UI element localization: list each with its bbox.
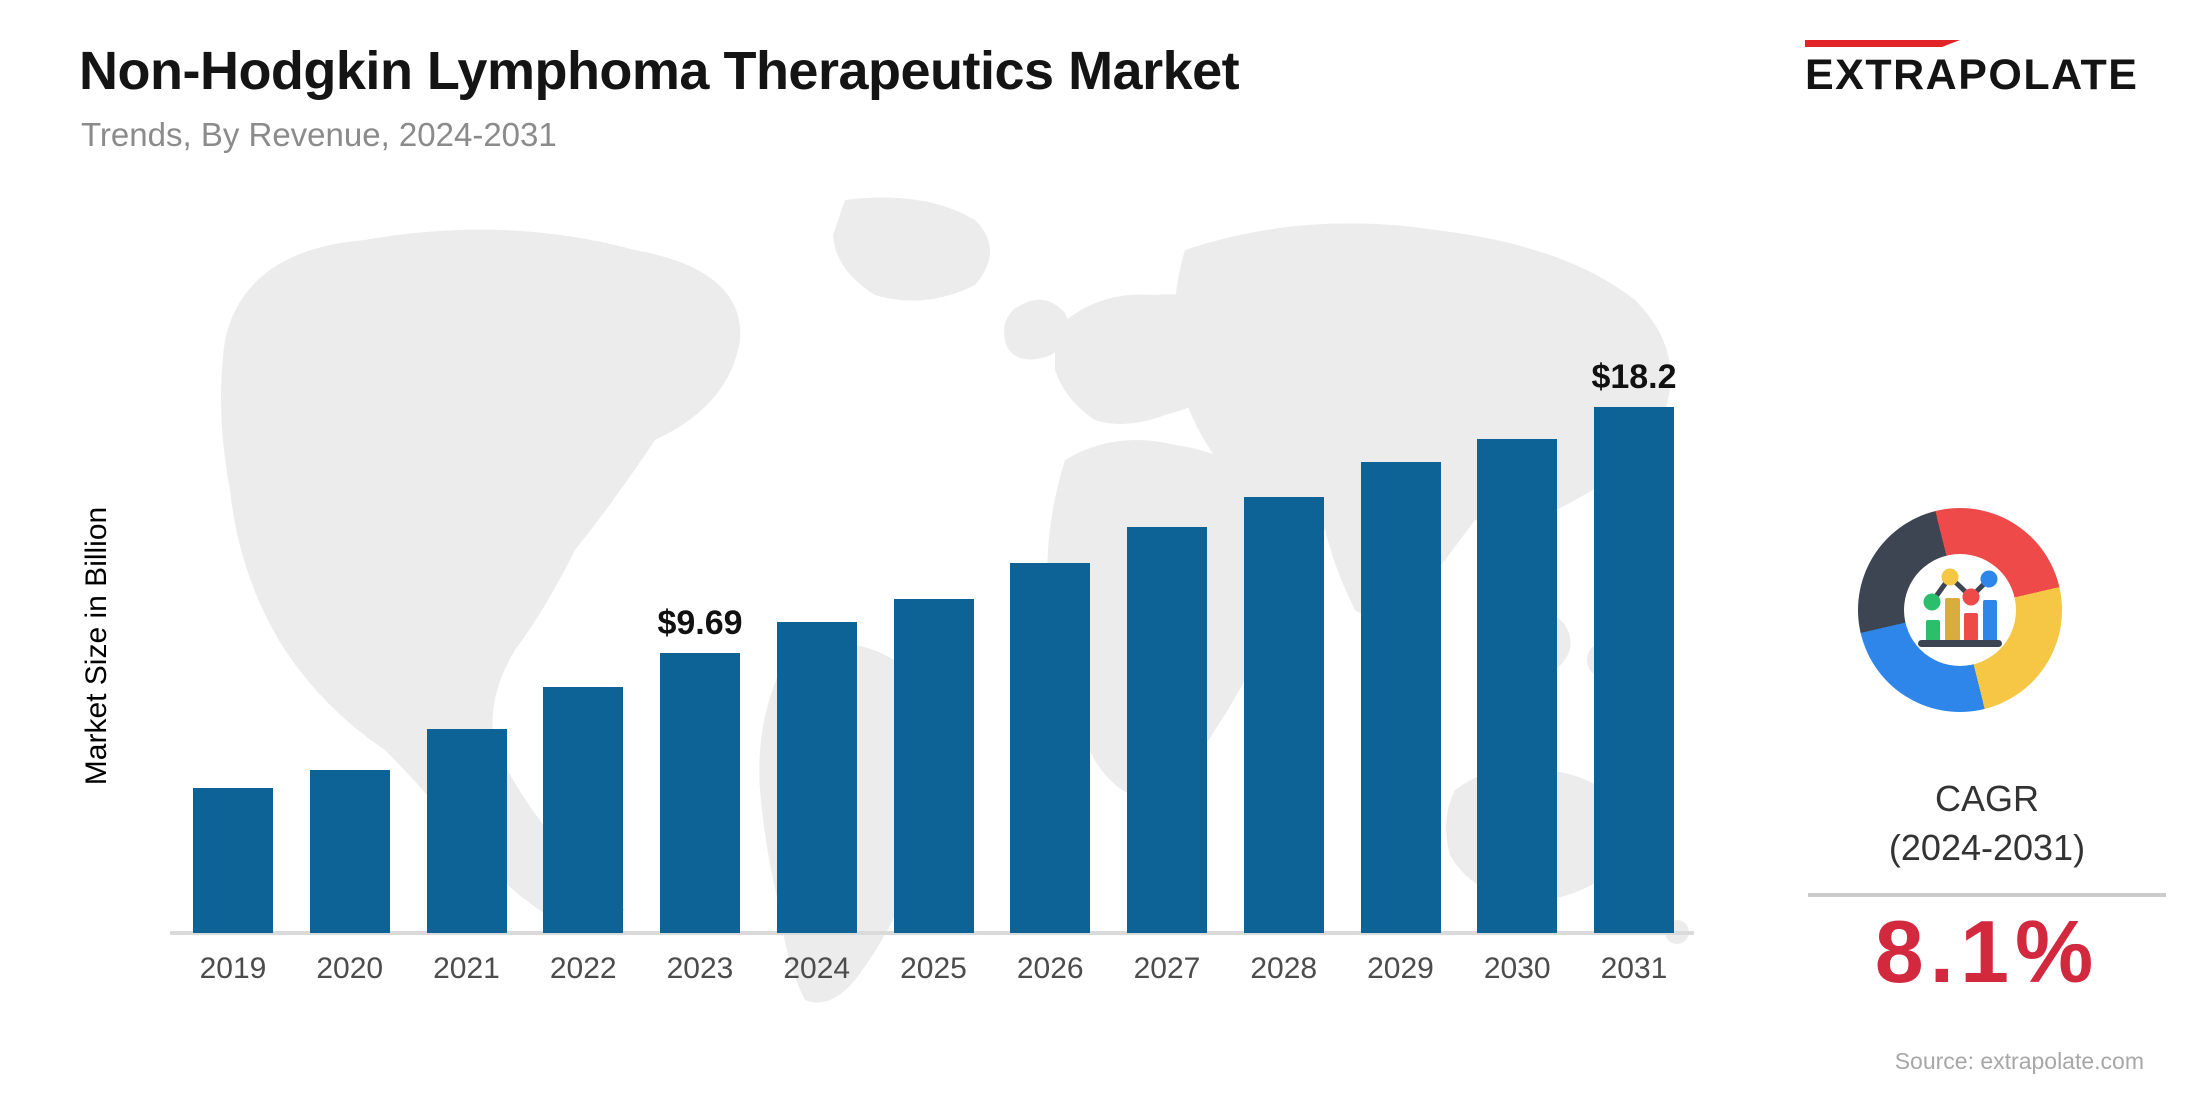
value-label-2031: $18.2	[1591, 358, 1677, 396]
x-tick-2021: 2021	[433, 952, 500, 985]
extrapolate-logo: EXTRAPOLATE	[1805, 40, 2165, 97]
bar-2022	[543, 687, 624, 933]
x-tick-2019: 2019	[199, 952, 267, 985]
logo-wordmark: EXTRAPOLATE	[1805, 51, 2139, 99]
bar-2030	[1477, 439, 1558, 933]
bar-2028	[1243, 497, 1324, 933]
bar-2021	[426, 729, 507, 933]
cagr-label: CAGR	[1934, 778, 2039, 819]
cagr-value: 8.1%	[1874, 902, 2100, 1001]
map-greenland	[833, 197, 990, 301]
page-subtitle: Trends, By Revenue, 2024-2031	[81, 116, 557, 153]
mini-bar-chart-icon	[1918, 568, 2002, 647]
x-tick-2022: 2022	[549, 952, 617, 985]
x-tick-2030: 2030	[1483, 952, 1551, 985]
bar-2025	[893, 599, 974, 933]
bar-2027	[1127, 527, 1207, 933]
x-tick-2029: 2029	[1367, 952, 1434, 985]
bar-2026	[1010, 563, 1091, 933]
bar-2019	[193, 788, 273, 933]
x-tick-2031: 2031	[1600, 952, 1668, 985]
bar-2023	[660, 653, 740, 933]
x-tick-2028: 2028	[1250, 952, 1318, 985]
value-label-2023: $9.69	[657, 604, 743, 642]
cagr-period: (2024-2031)	[1888, 826, 2086, 868]
logo-accent-bar-icon	[1805, 40, 1960, 47]
x-tick-2023: 2023	[666, 952, 734, 985]
bar-2020	[309, 770, 390, 933]
map-uk	[1004, 299, 1069, 360]
source-credit: Source: extrapolate.com	[1894, 1048, 2144, 1074]
map-north-america	[221, 229, 741, 926]
bar-2031	[1594, 407, 1674, 933]
bar-2024	[776, 622, 857, 933]
x-axis-line	[170, 931, 1694, 935]
bar-2029	[1360, 462, 1441, 933]
cagr-divider	[1808, 893, 2166, 897]
x-tick-2024: 2024	[783, 952, 851, 985]
x-tick-2027: 2027	[1133, 952, 1201, 985]
x-tick-2020: 2020	[316, 952, 384, 985]
y-axis-title: Market Size in Billion	[80, 506, 113, 786]
donut-chart-icon	[1858, 508, 2062, 712]
page-title: Non-Hodgkin Lymphoma Therapeutics Market	[79, 41, 1240, 101]
cagr-block: CAGR (2024-2031)	[1807, 775, 2167, 872]
x-tick-2026: 2026	[1016, 952, 1084, 985]
x-tick-2025: 2025	[900, 952, 967, 985]
